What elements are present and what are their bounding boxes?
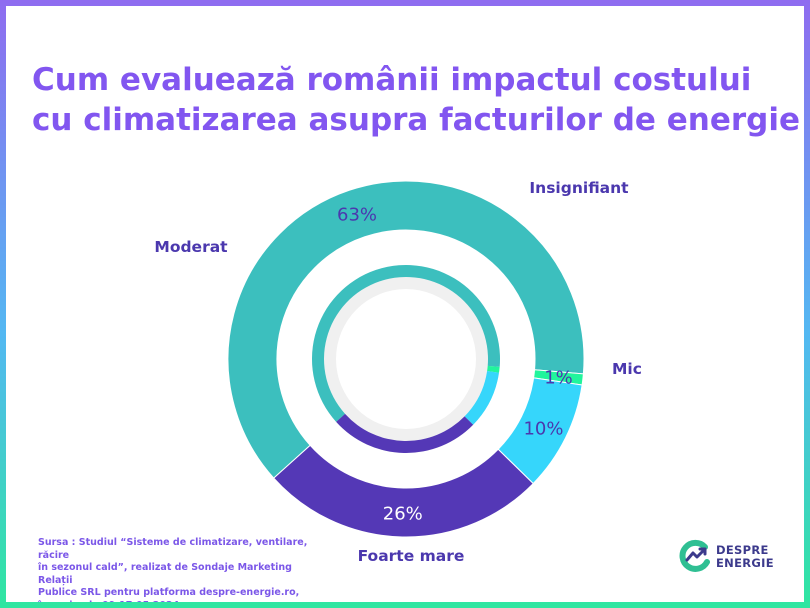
data-label-mic: 10% [523,418,563,439]
source-line-3: Publice SRL pentru platforma despre-ener… [38,587,300,598]
source-line-1: Sursa : Studiul “Sisteme de climatizare,… [38,537,308,561]
data-label-foarte-mare: 26% [383,503,423,524]
category-label-mic: Mic [612,360,642,378]
donut-chart: 63% Moderat 1% Insignifiant 10% Mic 26% Foarte … [154,179,642,565]
inner-ring-foarte-mare [336,413,474,454]
source-line-2: în sezonul cald”, realizat de Sondaje Ma… [38,562,292,586]
inner-ring-moderat [311,264,500,422]
data-label-moderat: 63% [337,205,377,226]
category-label-insignifiant: Insignifiant [529,179,629,197]
despre-energie-logo-icon [679,539,710,572]
inner-ring-insignifiant [487,365,500,373]
source-line-4: în perioada 09-17.05.2024. [38,599,183,608]
logo-line-1: DESPRE [716,543,769,557]
inner-hole [336,289,476,429]
title-line-2: cu climatizarea asupra facturilor de ene… [32,102,800,138]
despre-energie-logo: DESPRE ENERGIE [678,538,788,578]
title-line-1: Cum evaluează românii impactul costului [32,62,752,98]
logo-wordmark: DESPRE ENERGIE [716,544,774,570]
data-label-insignifiant: 1% [544,368,573,389]
category-label-moderat: Moderat [154,238,228,256]
chart-title: Cum evaluează românii impactul costului … [32,60,800,140]
inner-ring-mic [464,370,499,425]
logo-line-2: ENERGIE [716,556,774,570]
source-note: Sursa : Studiul “Sisteme de climatizare,… [38,537,328,608]
category-label-foarte-mare: Foarte mare [358,547,465,565]
